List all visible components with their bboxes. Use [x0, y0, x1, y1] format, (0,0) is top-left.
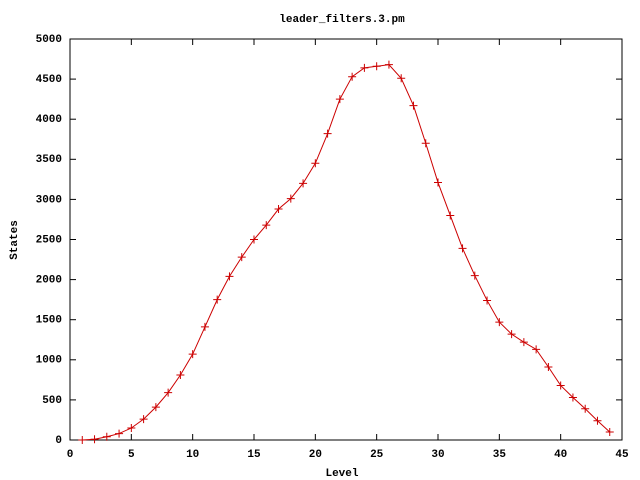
data-point — [421, 139, 430, 148]
data-point — [274, 205, 283, 214]
data-point — [593, 416, 602, 425]
data-point — [519, 338, 528, 347]
data-point — [188, 350, 197, 359]
data-point — [225, 272, 234, 281]
data-point — [102, 432, 111, 441]
data-point — [164, 388, 173, 397]
y-tick-label: 4000 — [36, 114, 62, 126]
data-point — [544, 363, 553, 372]
y-tick-label: 500 — [42, 395, 62, 407]
data-point — [151, 403, 160, 412]
x-tick-label: 20 — [309, 449, 322, 461]
chart-title: leader_filters.3.pm — [279, 14, 405, 26]
y-tick-label: 2500 — [36, 234, 62, 246]
data-point — [262, 221, 271, 230]
data-point — [139, 415, 148, 424]
data-point — [434, 178, 442, 187]
y-tick-label: 1500 — [36, 315, 62, 327]
data-point — [200, 322, 209, 331]
data-point — [237, 253, 246, 262]
x-tick-label: 15 — [247, 449, 261, 461]
data-point — [115, 429, 124, 438]
data-point — [299, 179, 308, 188]
x-tick-label: 25 — [370, 449, 384, 461]
series-line — [82, 64, 611, 441]
x-tick-label: 0 — [67, 449, 74, 461]
x-tick-label: 45 — [615, 449, 629, 461]
x-tick-label: 40 — [554, 449, 567, 461]
data-point — [250, 235, 258, 244]
data-point — [397, 74, 406, 83]
data-point — [446, 211, 455, 220]
data-point — [360, 63, 369, 72]
data-point — [90, 435, 99, 444]
data-point — [483, 296, 492, 305]
plot-frame — [69, 38, 623, 441]
x-axis-label: Level — [325, 468, 358, 480]
data-point — [470, 271, 479, 280]
y-tick-label: 0 — [55, 435, 62, 447]
data-point — [605, 427, 614, 436]
data-point — [348, 72, 357, 81]
data-point — [556, 381, 565, 390]
data-point — [581, 404, 590, 413]
data-point — [311, 159, 320, 168]
data-point — [495, 318, 504, 327]
data-point — [372, 62, 381, 71]
x-tick-label: 5 — [128, 449, 135, 461]
data-point — [458, 244, 467, 253]
y-tick-label: 3500 — [36, 154, 62, 166]
data-point — [286, 194, 295, 203]
data-point — [568, 393, 577, 402]
y-tick-label: 2000 — [36, 275, 62, 287]
x-tick-label: 10 — [186, 449, 199, 461]
x-tick-label: 30 — [431, 449, 444, 461]
data-point — [335, 95, 344, 104]
data-point — [507, 330, 516, 339]
y-tick-label: 5000 — [36, 34, 62, 46]
data-point — [323, 129, 332, 138]
y-tick-label: 4500 — [36, 74, 62, 86]
y-axis-label: States — [9, 220, 21, 260]
data-point — [127, 423, 136, 432]
data-point — [532, 345, 541, 354]
data-point — [384, 60, 393, 69]
y-tick-label: 3000 — [36, 194, 62, 206]
x-tick-label: 35 — [493, 449, 507, 461]
data-point — [176, 371, 185, 380]
y-tick-label: 1000 — [36, 355, 62, 367]
data-point — [409, 101, 418, 110]
data-point — [78, 436, 87, 444]
data-point — [213, 295, 222, 304]
